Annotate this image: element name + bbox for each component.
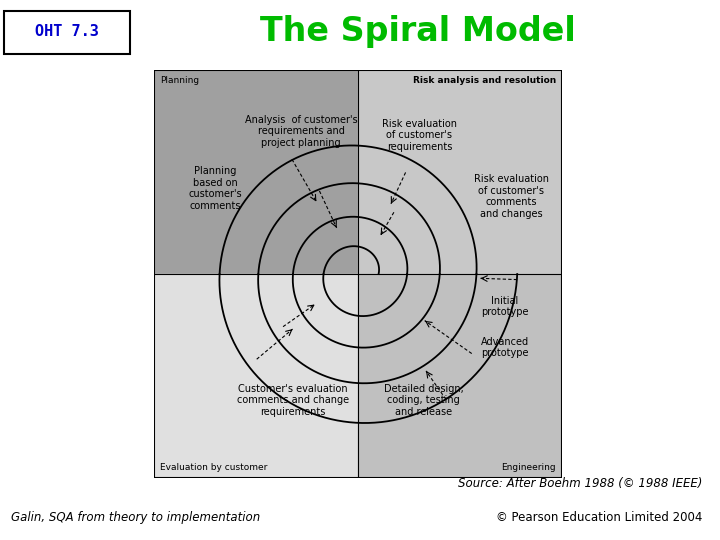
Text: Galin, SQA from theory to implementation: Galin, SQA from theory to implementation <box>11 511 260 524</box>
Bar <box>154 70 359 274</box>
Text: Source: After Boehm 1988 (© 1988 IEEE): Source: After Boehm 1988 (© 1988 IEEE) <box>458 477 702 490</box>
Text: Risk evaluation
of customer's
comments
and changes: Risk evaluation of customer's comments a… <box>474 174 549 219</box>
Text: Planning: Planning <box>161 76 199 85</box>
Bar <box>359 70 562 274</box>
Text: OHT 7.3: OHT 7.3 <box>35 24 99 38</box>
Text: Analysis  of customer's
requirements and
project planning: Analysis of customer's requirements and … <box>245 115 357 148</box>
Text: Initial
prototype: Initial prototype <box>481 296 528 318</box>
Text: The Spiral Model: The Spiral Model <box>260 15 575 48</box>
Text: Planning
based on
customer's
comments: Planning based on customer's comments <box>189 166 243 211</box>
Text: Risk evaluation
of customer's
requirements: Risk evaluation of customer's requiremen… <box>382 119 457 152</box>
Text: Evaluation by customer: Evaluation by customer <box>161 463 268 472</box>
FancyBboxPatch shape <box>4 11 130 54</box>
Bar <box>359 274 562 478</box>
Text: Engineering: Engineering <box>501 463 556 472</box>
Text: Advanced
prototype: Advanced prototype <box>481 336 529 358</box>
Bar <box>154 274 359 478</box>
Text: Risk analysis and resolution: Risk analysis and resolution <box>413 76 556 85</box>
Text: Detailed design,
coding, testing
and release: Detailed design, coding, testing and rel… <box>384 384 463 417</box>
Text: Customer's evaluation
comments and change
requirements: Customer's evaluation comments and chang… <box>237 384 349 417</box>
Text: © Pearson Education Limited 2004: © Pearson Education Limited 2004 <box>495 511 702 524</box>
